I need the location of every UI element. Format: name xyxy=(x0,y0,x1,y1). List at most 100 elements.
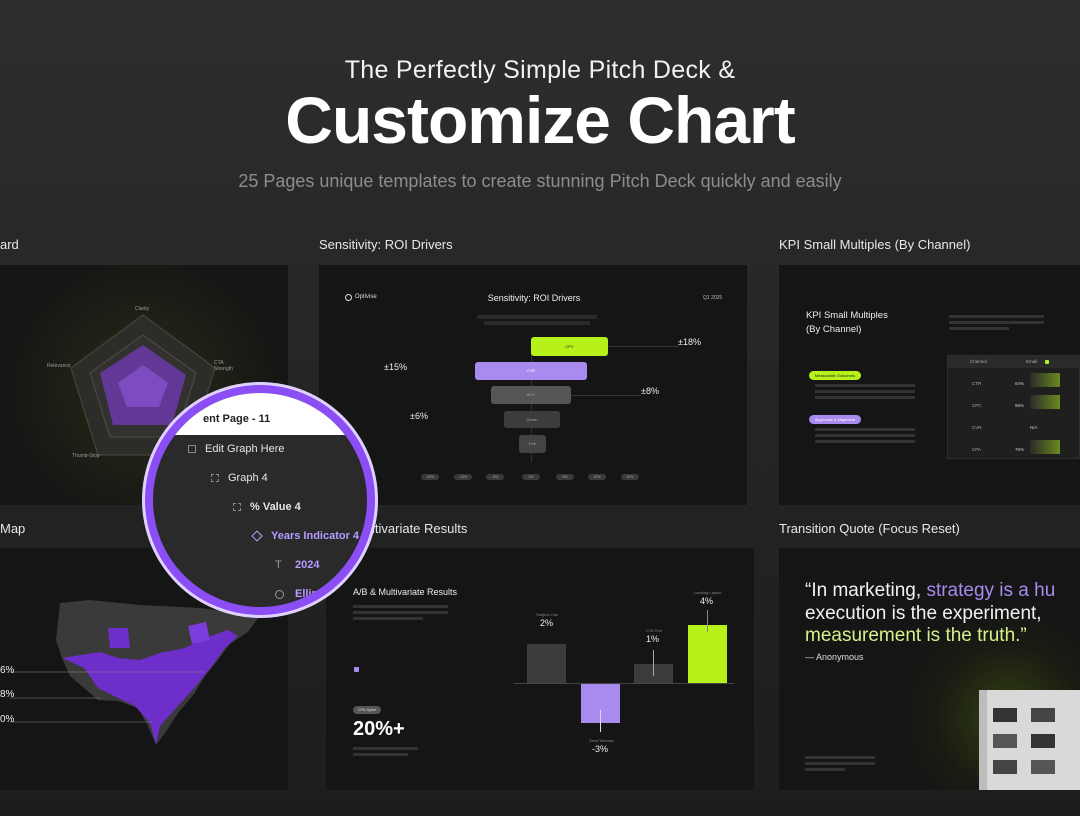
quote-highlight: strategy is a hu xyxy=(926,580,1056,601)
ab-baseline xyxy=(514,683,734,684)
building-column xyxy=(979,690,987,790)
quote-desc-line xyxy=(805,768,845,771)
roi-chip: 0% xyxy=(522,474,540,480)
quote-card[interactable]: “In marketing, strategy is a hu executio… xyxy=(779,548,1080,790)
kpi-title-1: KPI Small Multiples xyxy=(806,310,888,321)
ab-bar-value: 1% xyxy=(646,634,660,644)
roi-chip: 5% xyxy=(556,474,574,480)
layer-item-ellipse[interactable]: Ellipse 6 xyxy=(275,588,340,600)
roi-leader-3 xyxy=(571,395,641,396)
kpi-row-value: 76% xyxy=(1015,447,1025,452)
ab-card[interactable]: A/B & Multivariate Results CPA Spike 20%… xyxy=(326,548,754,790)
header-title: Customize Chart xyxy=(285,83,795,157)
kpi-table-header xyxy=(948,356,1080,368)
building-window xyxy=(993,708,1017,722)
roi-title: Sensitivity: ROI Drivers xyxy=(487,293,581,303)
group-icon xyxy=(211,474,219,483)
quote-line-3: measurement is the truth.” xyxy=(805,625,1027,646)
card-label-ab: ltivariate Results xyxy=(372,521,468,536)
radar-card[interactable]: Clarity CTA Strength Thumb-Stop Relevanc… xyxy=(0,265,288,505)
radar-axis-cta: CTA Strength xyxy=(214,360,233,372)
roi-value-2: ±15% xyxy=(384,362,407,372)
ab-stat-desc xyxy=(353,753,408,756)
quote-author: — Anonymous xyxy=(805,652,864,662)
quote-desc-line xyxy=(805,762,875,765)
roi-bar-fee: Fee xyxy=(519,435,546,453)
layer-item-graph-4[interactable]: Graph 4 xyxy=(211,472,268,484)
layer-item-value-4[interactable]: % Value 4 xyxy=(233,501,301,513)
kpi-bullet-line xyxy=(815,390,915,393)
roi-value-3: ±8% xyxy=(641,386,659,396)
kpi-card[interactable]: KPI Small Multiples (By Channel) Measura… xyxy=(779,265,1080,505)
kpi-desc-line xyxy=(949,315,1044,318)
kpi-row-channel: CVR xyxy=(972,425,982,430)
ab-stat-desc xyxy=(353,747,418,750)
kpi-spark xyxy=(1030,373,1060,387)
layer-label: Graph 4 xyxy=(228,472,268,484)
header-description: 25 Pages unique templates to create stun… xyxy=(238,171,842,191)
card-label-roi: Sensitivity: ROI Drivers xyxy=(319,237,453,252)
ab-bar-1 xyxy=(527,644,566,683)
quote-desc-line xyxy=(805,756,875,759)
roi-brand: Optivise xyxy=(355,294,377,300)
kpi-row-value: N/A xyxy=(1030,425,1038,430)
roi-bar-cpc: CPC xyxy=(531,337,608,356)
kpi-desc-line xyxy=(949,321,1044,324)
kpi-row-channel: CPC xyxy=(972,403,982,408)
ab-bar-value: 4% xyxy=(700,596,714,606)
frame-icon xyxy=(188,445,196,454)
kpi-desc-line xyxy=(949,327,1009,330)
component-icon xyxy=(251,530,263,542)
kpi-row-channel: CPA xyxy=(972,447,981,452)
roi-chip: 10% xyxy=(588,474,606,480)
layer-item-edit-graph[interactable]: Edit Graph Here xyxy=(188,443,284,455)
roi-date: Q1 2025 xyxy=(703,295,723,301)
map-state xyxy=(108,628,130,648)
ab-check-icon xyxy=(354,667,359,672)
map-value-3: 0% xyxy=(0,714,15,725)
kpi-bullet-line xyxy=(815,434,915,437)
kpi-th-channel: Channel xyxy=(970,359,987,364)
quote-line-2: execution is the experiment, xyxy=(805,603,1042,624)
kpi-row-value: 96% xyxy=(1015,403,1025,408)
card-label-quote: Transition Quote (Focus Reset) xyxy=(779,521,960,536)
layers-header-title: ent Page - 11 xyxy=(203,413,271,425)
layer-item-2024[interactable]: T 2024 xyxy=(275,559,319,571)
roi-chip: -20% xyxy=(421,474,439,480)
kpi-spark xyxy=(1030,440,1060,454)
roi-chip: -5% xyxy=(486,474,504,480)
layer-item-years-indicator[interactable]: Years Indicator 4 xyxy=(251,530,359,542)
radar-axis-relevance: Relevance xyxy=(47,363,71,369)
roi-value-1: ±18% xyxy=(678,337,701,347)
roi-card[interactable]: Optivise Sensitivity: ROI Drivers Q1 202… xyxy=(319,265,747,505)
ab-badge: CPA Spike xyxy=(353,706,381,714)
ab-bar-label: Landing Layout xyxy=(694,590,722,595)
kpi-th-icon xyxy=(1045,360,1049,364)
layers-magnifier[interactable]: ent Page - 11 Edit Graph Here Graph 4 % … xyxy=(145,385,375,615)
kpi-table: Channel Email CTR 84% CPC 96% CVR N/A CP… xyxy=(947,355,1080,459)
ab-bar-label: Send Window xyxy=(589,738,614,743)
ellipse-icon xyxy=(275,589,284,599)
kpi-bullet-line xyxy=(815,440,915,443)
roi-leader-1 xyxy=(608,346,678,347)
card-label-map: Map xyxy=(0,521,26,536)
ab-bar-value: 2% xyxy=(540,618,554,628)
ab-desc-line xyxy=(353,617,423,620)
building-window xyxy=(1031,708,1055,722)
ab-bar-label: CTA Text xyxy=(646,628,662,633)
map-region-purple xyxy=(62,630,238,745)
roi-bar-aov: AOV xyxy=(491,386,571,404)
building-image xyxy=(979,690,1080,790)
ab-error-bar xyxy=(707,610,708,632)
building-window xyxy=(993,760,1017,774)
ab-title: A/B & Multivariate Results xyxy=(353,587,458,597)
ab-error-bar xyxy=(653,650,654,676)
map-value-1: 6% xyxy=(0,665,15,676)
radar-axis-thumb: Thumb-Stop xyxy=(72,453,100,459)
ab-bar-label: Subject Line xyxy=(536,612,559,617)
group-icon xyxy=(233,503,241,512)
layers-header xyxy=(153,393,367,435)
radar-chart xyxy=(3,265,283,505)
card-label-kpi: KPI Small Multiples (By Channel) xyxy=(779,237,971,252)
kpi-tag-2: Approvals & Alignment xyxy=(809,415,861,424)
